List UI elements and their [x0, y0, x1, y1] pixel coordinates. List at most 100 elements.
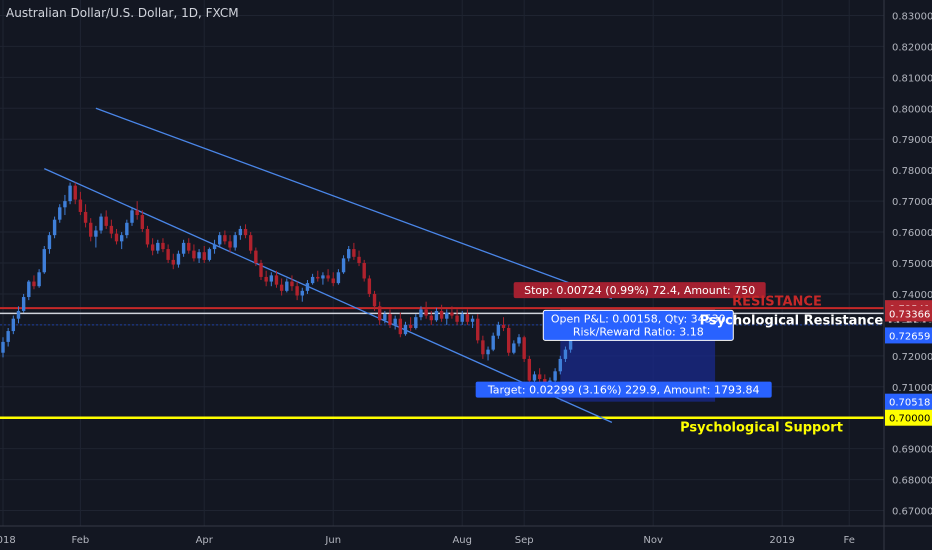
candle-body [83, 211, 88, 223]
candle-body [94, 230, 98, 237]
stop-label-box [513, 282, 766, 299]
price-label-box [885, 409, 932, 426]
price-label-box [885, 393, 932, 410]
chart-title: Australian Dollar/U.S. Dollar, 1D, FXCM [6, 6, 239, 20]
y-tick-label: 0.77000 [892, 197, 932, 208]
candle-body [439, 310, 444, 319]
candle-body [388, 314, 392, 325]
candle-body [393, 318, 397, 325]
candle-body [491, 335, 495, 350]
x-tick-label: Nov [643, 535, 663, 546]
candle-body [279, 284, 284, 291]
annotation-text: Psychological Resistance Level [700, 313, 927, 328]
y-tick-label: 0.78000 [892, 166, 932, 177]
candle-body [6, 331, 10, 342]
candle-body [228, 241, 232, 248]
candle-body [140, 215, 145, 229]
candle-body [537, 374, 542, 380]
candle-body [300, 290, 304, 296]
y-tick-label: 0.76000 [892, 228, 932, 239]
rr-label: Risk/Reward Ratio: 3.18 [573, 325, 704, 338]
candle-body [274, 275, 279, 285]
y-tick-label: 0.74000 [892, 290, 932, 301]
x-tick-label: 2018 [0, 535, 16, 546]
candle-body [429, 315, 433, 321]
candle-body [1, 341, 5, 353]
candle-body [32, 281, 36, 287]
candle-body [424, 309, 428, 316]
candle-body [269, 275, 274, 282]
candle-body [156, 242, 160, 251]
candle-body [372, 293, 377, 307]
candle-body [42, 249, 46, 273]
position-labels: Stop: 0.00724 (0.99%) 72.4, Amount: 750 O… [475, 282, 772, 398]
trend-channel[interactable] [44, 107, 613, 423]
y-tick-label: 0.83000 [892, 11, 932, 22]
candle-body [58, 207, 62, 220]
candle-body [243, 228, 248, 236]
candle-body [445, 312, 449, 319]
candle-body [52, 219, 57, 236]
candle-body [512, 343, 516, 353]
candle-body [166, 249, 170, 260]
price-label: 0.73366 [889, 310, 930, 321]
pnl-box [542, 309, 734, 341]
pnl-label: Open P&L: 0.00158, Qty: 34530 [551, 312, 726, 325]
candle-body [202, 252, 206, 260]
candle-body [207, 249, 212, 260]
candle-body [181, 242, 186, 254]
candle-body [414, 317, 418, 328]
candle-body [506, 327, 511, 353]
y-tick-label: 0.71000 [892, 383, 932, 394]
candle-body [501, 324, 506, 328]
candle-body [568, 340, 573, 350]
x-tick-label: Apr [196, 535, 214, 546]
candle-body [305, 283, 310, 291]
candle-body [336, 272, 341, 284]
candle-body [481, 340, 485, 355]
y-tick-label: 0.81000 [892, 73, 932, 84]
candle-body [310, 276, 315, 284]
candle-body [470, 318, 475, 322]
y-tick-label: 0.69000 [892, 445, 932, 456]
candle-body [197, 252, 201, 259]
candle-body [450, 312, 454, 316]
candle-body [16, 310, 21, 319]
candle-body [130, 210, 134, 223]
price-label: 0.70000 [889, 414, 930, 425]
candle-body [104, 216, 108, 226]
candle-body [527, 358, 532, 381]
candle-body [486, 349, 490, 355]
y-tick-label: 0.72000 [892, 352, 932, 363]
annotation-text: Psychological Support [680, 420, 843, 435]
candle-body [398, 318, 403, 335]
candle-body [233, 235, 237, 248]
candle-body [455, 315, 459, 322]
candle-body [223, 235, 227, 242]
candle-body [27, 281, 31, 298]
candle-body [465, 314, 470, 322]
target-label-box [475, 381, 772, 398]
candle-body [63, 201, 67, 208]
price-label-box [885, 327, 932, 344]
candle-body [73, 185, 77, 200]
candle-body [254, 250, 258, 263]
candle-body [326, 275, 330, 279]
candle-body [187, 242, 191, 251]
candle-body [68, 185, 72, 202]
candle-body [21, 297, 26, 311]
candle-body [367, 278, 372, 294]
candle-body [357, 256, 361, 263]
candle-body [331, 278, 335, 284]
candle-body [460, 314, 464, 322]
y-tick-label: 0.82000 [892, 42, 932, 53]
price-label: 0.70518 [889, 398, 930, 409]
candle-body [150, 244, 155, 251]
candle-body [99, 216, 103, 231]
candle-body [212, 244, 217, 250]
candle-body [176, 253, 181, 265]
x-tick-label: 2019 [769, 535, 794, 546]
